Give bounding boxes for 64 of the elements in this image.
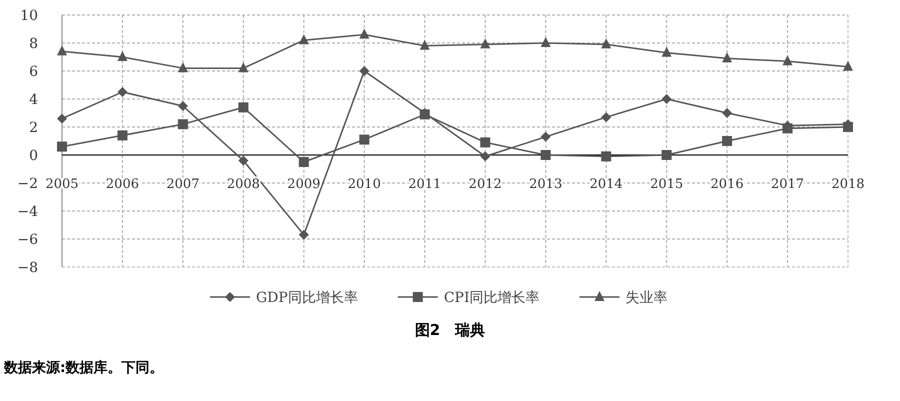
point <box>601 151 612 162</box>
legend-label: CPI同比增长率 <box>444 290 540 306</box>
point <box>662 46 672 57</box>
x-tick-label: 2017 <box>770 177 804 192</box>
y-tick-label: −8 <box>17 260 38 276</box>
point <box>298 230 309 240</box>
y-tick-label: −2 <box>17 176 38 192</box>
text: 图2 瑞典 <box>414 321 486 339</box>
x-tick-label: 2016 <box>710 177 744 192</box>
point <box>57 142 67 152</box>
y-tick-label: 8 <box>29 36 38 52</box>
point <box>298 157 309 167</box>
x-tick-label: 2006 <box>106 177 140 192</box>
point <box>540 150 551 160</box>
point <box>359 134 370 145</box>
x-tick-label: 2009 <box>287 177 320 192</box>
point <box>601 38 612 48</box>
point <box>238 102 248 112</box>
point <box>480 137 490 148</box>
x-tick-label: 2018 <box>831 177 865 192</box>
point <box>57 114 67 124</box>
x-tick-label: 2011 <box>408 177 442 192</box>
point <box>782 55 793 66</box>
point <box>117 130 128 140</box>
x-tick-label: 2013 <box>529 177 562 192</box>
point <box>420 40 430 50</box>
point <box>117 87 128 97</box>
point <box>722 52 732 62</box>
x-tick-label: 2007 <box>166 177 200 192</box>
point <box>359 66 370 76</box>
point <box>238 62 248 72</box>
point <box>540 132 551 142</box>
point <box>57 45 67 56</box>
point <box>178 101 188 111</box>
point <box>722 136 732 146</box>
x-tick-label: 2012 <box>468 177 502 192</box>
y-tick-label: 0 <box>29 148 38 164</box>
point <box>540 37 551 47</box>
point <box>480 38 490 48</box>
point <box>359 28 370 39</box>
point <box>238 156 248 166</box>
legend-label: 失业率 <box>626 290 668 306</box>
x-tick-label: 2010 <box>348 177 381 192</box>
point <box>298 34 309 44</box>
point <box>722 108 732 118</box>
y-tick-label: 10 <box>20 8 38 24</box>
x-tick-label: 2008 <box>226 177 260 192</box>
point <box>601 112 612 122</box>
y-tick-label: 4 <box>29 92 38 108</box>
y-tick-label: 2 <box>29 120 38 136</box>
point <box>662 94 672 104</box>
point <box>662 150 672 160</box>
legend-label: GDP同比增长率 <box>256 290 358 306</box>
x-tick-label: 2015 <box>650 177 684 192</box>
source-note: 数据来源:数据库。下同。 <box>3 359 164 376</box>
y-tick-label: −4 <box>17 204 38 220</box>
point <box>843 60 853 71</box>
point <box>178 119 188 130</box>
point <box>480 151 490 162</box>
point <box>117 51 128 61</box>
y-tick-label: 6 <box>29 64 38 80</box>
point <box>178 62 188 72</box>
y-tick-label: −6 <box>17 232 38 248</box>
x-tick-label: 2014 <box>590 177 623 192</box>
